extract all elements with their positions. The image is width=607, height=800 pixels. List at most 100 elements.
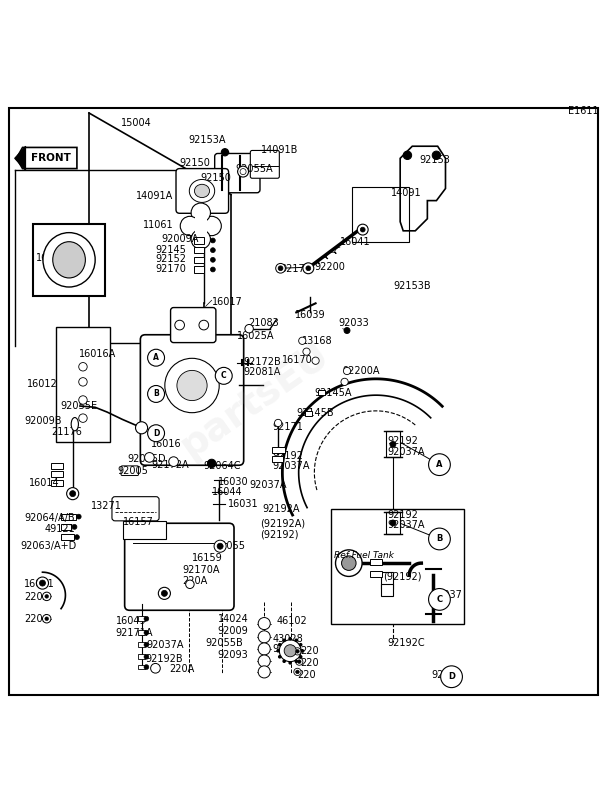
Text: 92170A: 92170A [183, 566, 220, 575]
Circle shape [79, 396, 87, 404]
Text: 16016A: 16016A [79, 349, 116, 359]
Bar [381, 584, 393, 596]
Text: 21083: 21083 [248, 318, 279, 328]
Text: 92192: 92192 [387, 510, 418, 520]
Bar [138, 665, 145, 670]
Circle shape [36, 577, 49, 589]
Text: 92192B: 92192B [145, 654, 183, 664]
Circle shape [429, 454, 450, 475]
Text: 16039: 16039 [295, 310, 326, 321]
Text: C: C [221, 371, 226, 380]
Text: Ref.Fuel Tank: Ref.Fuel Tank [334, 551, 394, 560]
Circle shape [158, 587, 171, 599]
Text: 16170: 16170 [282, 355, 313, 365]
Circle shape [79, 378, 87, 386]
Bar [56, 327, 110, 442]
Text: 46102: 46102 [276, 615, 307, 626]
Circle shape [258, 655, 270, 667]
Text: 13271: 13271 [91, 501, 121, 510]
Circle shape [288, 661, 292, 665]
Circle shape [258, 643, 270, 655]
Text: 92064/A/B: 92064/A/B [24, 513, 75, 523]
Text: 92005: 92005 [117, 466, 148, 476]
Text: 92153B: 92153B [393, 282, 430, 291]
Circle shape [144, 630, 149, 635]
Text: 92200A: 92200A [343, 366, 380, 376]
Circle shape [72, 525, 77, 530]
Text: 16031: 16031 [228, 499, 259, 509]
Text: 92037: 92037 [432, 670, 463, 680]
FancyBboxPatch shape [124, 523, 234, 610]
Circle shape [215, 367, 232, 384]
Text: 14091: 14091 [390, 188, 421, 198]
Bar [194, 266, 205, 273]
Text: 220: 220 [300, 658, 319, 668]
Circle shape [299, 643, 302, 646]
Circle shape [432, 151, 441, 159]
Circle shape [211, 267, 215, 272]
Text: 92055E: 92055E [61, 401, 98, 411]
Text: 220A: 220A [183, 576, 208, 586]
Text: 92081: 92081 [272, 644, 303, 654]
Circle shape [39, 580, 46, 586]
Circle shape [144, 453, 154, 462]
Text: 13168: 13168 [302, 336, 333, 346]
Circle shape [45, 594, 49, 598]
Text: 92037A: 92037A [272, 462, 310, 471]
Text: 16014: 16014 [29, 478, 59, 488]
Text: B: B [436, 534, 443, 543]
Text: 92152: 92152 [155, 254, 186, 264]
Circle shape [222, 149, 229, 156]
Text: 49121: 49121 [45, 524, 76, 534]
Text: 92081A: 92081A [243, 367, 280, 378]
Circle shape [294, 668, 301, 675]
Bar [370, 559, 382, 565]
FancyBboxPatch shape [250, 150, 279, 178]
Circle shape [303, 263, 314, 274]
Circle shape [211, 238, 215, 243]
Text: 21176: 21176 [51, 427, 82, 437]
Circle shape [258, 666, 270, 678]
Circle shape [169, 457, 178, 466]
Text: 92153A: 92153A [189, 135, 226, 145]
Text: 92150: 92150 [201, 174, 232, 183]
Circle shape [344, 367, 351, 374]
Circle shape [42, 614, 51, 623]
Text: 92172: 92172 [280, 265, 311, 274]
Circle shape [199, 320, 209, 330]
Bar [194, 238, 205, 243]
Text: 16041: 16041 [340, 237, 370, 246]
Circle shape [151, 663, 160, 673]
Text: 15004: 15004 [121, 118, 152, 128]
Bar [33, 223, 106, 296]
Circle shape [148, 350, 164, 366]
Text: 43028: 43028 [272, 634, 303, 644]
Text: 220: 220 [300, 646, 319, 656]
Circle shape [306, 266, 311, 270]
Bar [61, 514, 76, 520]
Text: 92033: 92033 [339, 318, 369, 328]
Text: 92145A: 92145A [314, 388, 352, 398]
Circle shape [296, 650, 299, 653]
Text: 14091A: 14091A [135, 190, 173, 201]
Bar [318, 390, 325, 395]
Text: 92037A: 92037A [146, 640, 184, 650]
Text: 92171: 92171 [272, 422, 303, 432]
Circle shape [175, 320, 185, 330]
Circle shape [191, 230, 211, 249]
Circle shape [294, 638, 298, 642]
FancyBboxPatch shape [215, 154, 260, 193]
Bar [138, 616, 145, 621]
Circle shape [202, 216, 222, 236]
Text: 92064C: 92064C [204, 462, 242, 471]
Bar [123, 521, 166, 539]
Circle shape [191, 203, 211, 222]
Text: 220A: 220A [169, 664, 195, 674]
Text: B: B [153, 390, 159, 398]
Text: D: D [153, 429, 159, 438]
Circle shape [312, 357, 319, 364]
Text: 92150: 92150 [180, 158, 211, 167]
Ellipse shape [43, 233, 95, 287]
Circle shape [278, 643, 282, 646]
Text: FRONT: FRONT [31, 153, 71, 162]
